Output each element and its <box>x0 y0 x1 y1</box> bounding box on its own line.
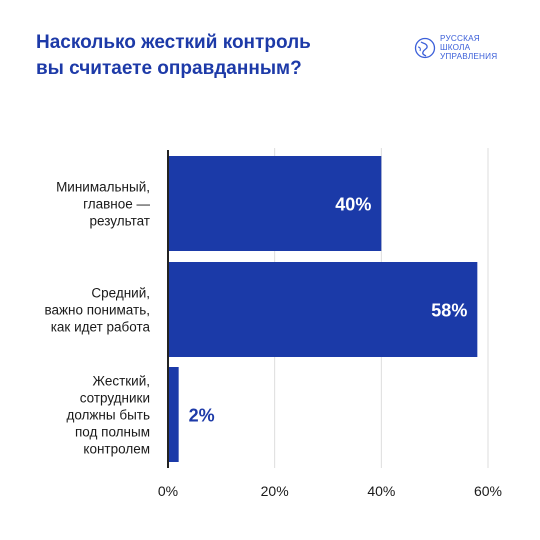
chart-title-line-1: Насколько жесткий контроль <box>36 32 311 53</box>
x-tick-label: 0% <box>158 483 178 499</box>
category-label: Минимальный, главное — результат <box>56 180 150 229</box>
bar <box>169 367 179 462</box>
brand-logo: РУССКАЯ ШКОЛА УПРАВЛЕНИЯ <box>414 34 497 61</box>
globe-logo-icon <box>414 37 436 58</box>
bar-value-label: 2% <box>189 406 215 426</box>
logo-line-1: РУССКАЯ <box>440 34 480 43</box>
x-tick-label: 60% <box>474 483 502 499</box>
chart-title: Насколько жесткий контроль вы считаете о… <box>36 30 366 82</box>
bar-value-label: 58% <box>431 301 467 321</box>
category-label: Средний, важно понимать, как идет работа <box>44 286 150 335</box>
category-label: Жесткий, сотрудники должны быть под полным к… <box>66 374 150 457</box>
chart-title-line-2: вы считаете оправданным? <box>36 58 302 79</box>
bar-value-label: 40% <box>335 195 371 215</box>
x-tick-label: 20% <box>261 483 289 499</box>
bar <box>169 262 478 357</box>
logo-line-2: ШКОЛА <box>440 43 471 52</box>
logo-line-3: УПРАВЛЕНИЯ <box>440 52 498 61</box>
bar <box>169 156 382 251</box>
x-tick-label: 40% <box>367 483 395 499</box>
